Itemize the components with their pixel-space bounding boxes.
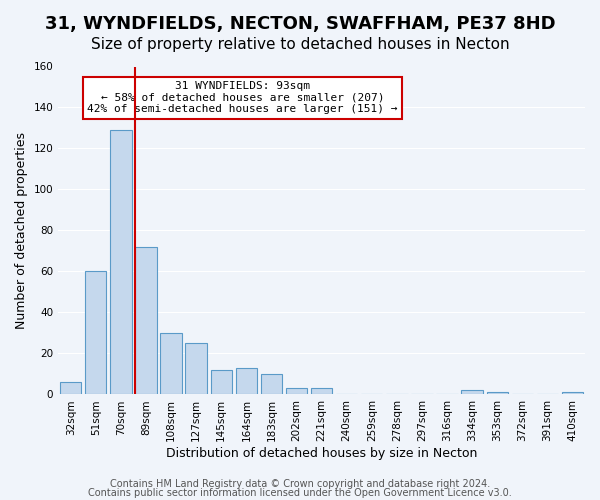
Text: 31, WYNDFIELDS, NECTON, SWAFFHAM, PE37 8HD: 31, WYNDFIELDS, NECTON, SWAFFHAM, PE37 8… [44, 15, 556, 33]
Text: Contains public sector information licensed under the Open Government Licence v3: Contains public sector information licen… [88, 488, 512, 498]
Bar [185, 343, 207, 394]
Bar [236, 368, 257, 394]
Bar [261, 374, 282, 394]
Bar [136, 247, 157, 394]
Y-axis label: Number of detached properties: Number of detached properties [15, 132, 28, 329]
Bar [461, 390, 483, 394]
Bar [211, 370, 232, 394]
Text: Size of property relative to detached houses in Necton: Size of property relative to detached ho… [91, 38, 509, 52]
Bar [311, 388, 332, 394]
Bar [110, 130, 131, 394]
Bar [286, 388, 307, 394]
Bar [562, 392, 583, 394]
Bar [60, 382, 82, 394]
Bar [487, 392, 508, 394]
X-axis label: Distribution of detached houses by size in Necton: Distribution of detached houses by size … [166, 447, 477, 460]
Bar [85, 272, 106, 394]
Text: Contains HM Land Registry data © Crown copyright and database right 2024.: Contains HM Land Registry data © Crown c… [110, 479, 490, 489]
Bar [160, 333, 182, 394]
Text: 31 WYNDFIELDS: 93sqm
← 58% of detached houses are smaller (207)
42% of semi-deta: 31 WYNDFIELDS: 93sqm ← 58% of detached h… [88, 82, 398, 114]
